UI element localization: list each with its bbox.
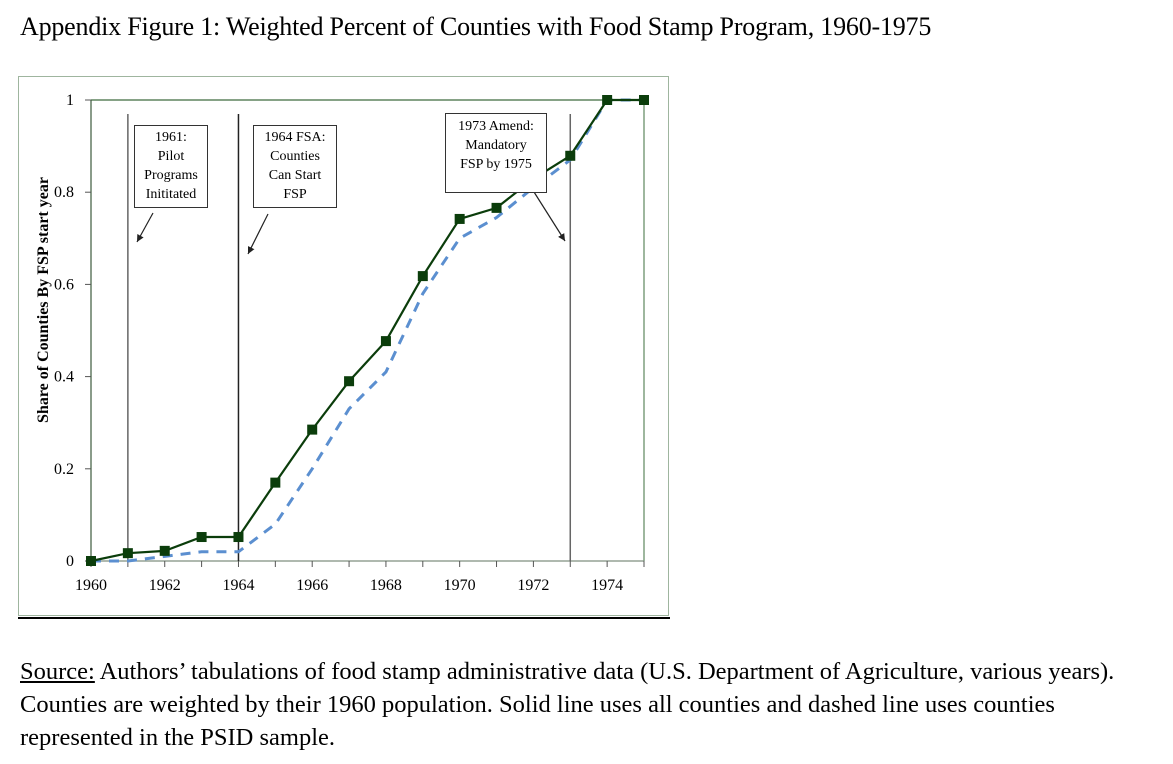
y-tick-label: 0.2 bbox=[54, 461, 74, 478]
axes: 0 0.2 0.4 0.6 0.8 1 1960 1962 1964 1966 1968 1970 19… bbox=[54, 92, 645, 594]
reference-lines bbox=[127, 114, 572, 561]
x-tick-label: 1966 bbox=[296, 577, 328, 594]
data-point-marker bbox=[196, 532, 207, 543]
figure-title: Appendix Figure 1: Weighted Percent of C… bbox=[20, 12, 932, 41]
data-point-marker bbox=[344, 376, 355, 387]
annotation-line: Inititated bbox=[145, 187, 197, 202]
arrow-fsa bbox=[247, 213, 269, 255]
arrow-pilot bbox=[136, 212, 154, 243]
x-tick-label: 1964 bbox=[222, 577, 254, 594]
annotation-fsa-1964: 1964 FSA: Counties Can Start FSP bbox=[253, 125, 337, 208]
data-point-marker bbox=[307, 424, 318, 435]
annotation-line: Counties bbox=[270, 149, 320, 164]
chart-frame bbox=[18, 76, 669, 616]
annotation-line: Programs bbox=[144, 168, 198, 183]
y-tick-label: 0.6 bbox=[54, 276, 74, 293]
annotation-line: Mandatory bbox=[465, 138, 527, 153]
x-tick-label: 1970 bbox=[444, 577, 476, 594]
data-point-marker bbox=[602, 95, 613, 105]
figure-caption: Source: Authors’ tabulations of food sta… bbox=[20, 655, 1160, 754]
y-axis-label: Share of Counties By FSP start year bbox=[35, 177, 52, 423]
caption-text: Authors’ tabulations of food stamp admin… bbox=[20, 658, 1115, 751]
x-tick-label: 1962 bbox=[149, 577, 181, 594]
annotation-line: 1973 Amend: bbox=[458, 119, 534, 134]
annotation-line: FSP bbox=[283, 187, 307, 202]
annotation-line: Can Start bbox=[268, 168, 322, 183]
series-line-psid bbox=[91, 98, 644, 563]
annotation-1973-amendment: 1973 Amend: Mandatory FSP by 1975 bbox=[445, 113, 547, 193]
data-point-marker bbox=[159, 545, 170, 556]
x-tick-label: 1968 bbox=[370, 577, 402, 594]
annotation-pilot-programs: 1961: Pilot Programs Inititated bbox=[134, 125, 208, 208]
data-point-marker bbox=[639, 95, 649, 105]
arrow-amend bbox=[533, 191, 566, 242]
annotation-line: Pilot bbox=[157, 149, 185, 164]
y-tick-label: 0.4 bbox=[54, 369, 74, 386]
x-tick-label: 1960 bbox=[75, 577, 107, 594]
data-point-marker bbox=[233, 532, 244, 543]
data-point-marker bbox=[491, 202, 502, 213]
y-tick-label: 0.8 bbox=[54, 184, 74, 201]
annotation-line: 1964 FSA: bbox=[264, 130, 326, 145]
data-point-marker bbox=[270, 477, 281, 488]
data-point-marker bbox=[86, 556, 96, 566]
y-tick-label: 0 bbox=[66, 553, 74, 570]
x-tick-label: 1974 bbox=[591, 577, 623, 594]
annotation-line: FSP by 1975 bbox=[460, 157, 532, 172]
annotation-arrows bbox=[136, 191, 566, 255]
chart-divider bbox=[18, 617, 670, 619]
x-tick-label: 1972 bbox=[517, 577, 549, 594]
caption-source-label: Source: bbox=[20, 658, 95, 685]
data-point-marker bbox=[565, 150, 576, 161]
y-tick-label: 1 bbox=[66, 92, 74, 109]
data-point-marker bbox=[417, 271, 428, 282]
data-point-marker bbox=[454, 213, 465, 224]
annotation-line: 1961: bbox=[155, 130, 187, 145]
data-point-marker bbox=[122, 548, 133, 559]
series-line-all-counties bbox=[90, 98, 644, 563]
data-point-marker bbox=[380, 336, 391, 347]
